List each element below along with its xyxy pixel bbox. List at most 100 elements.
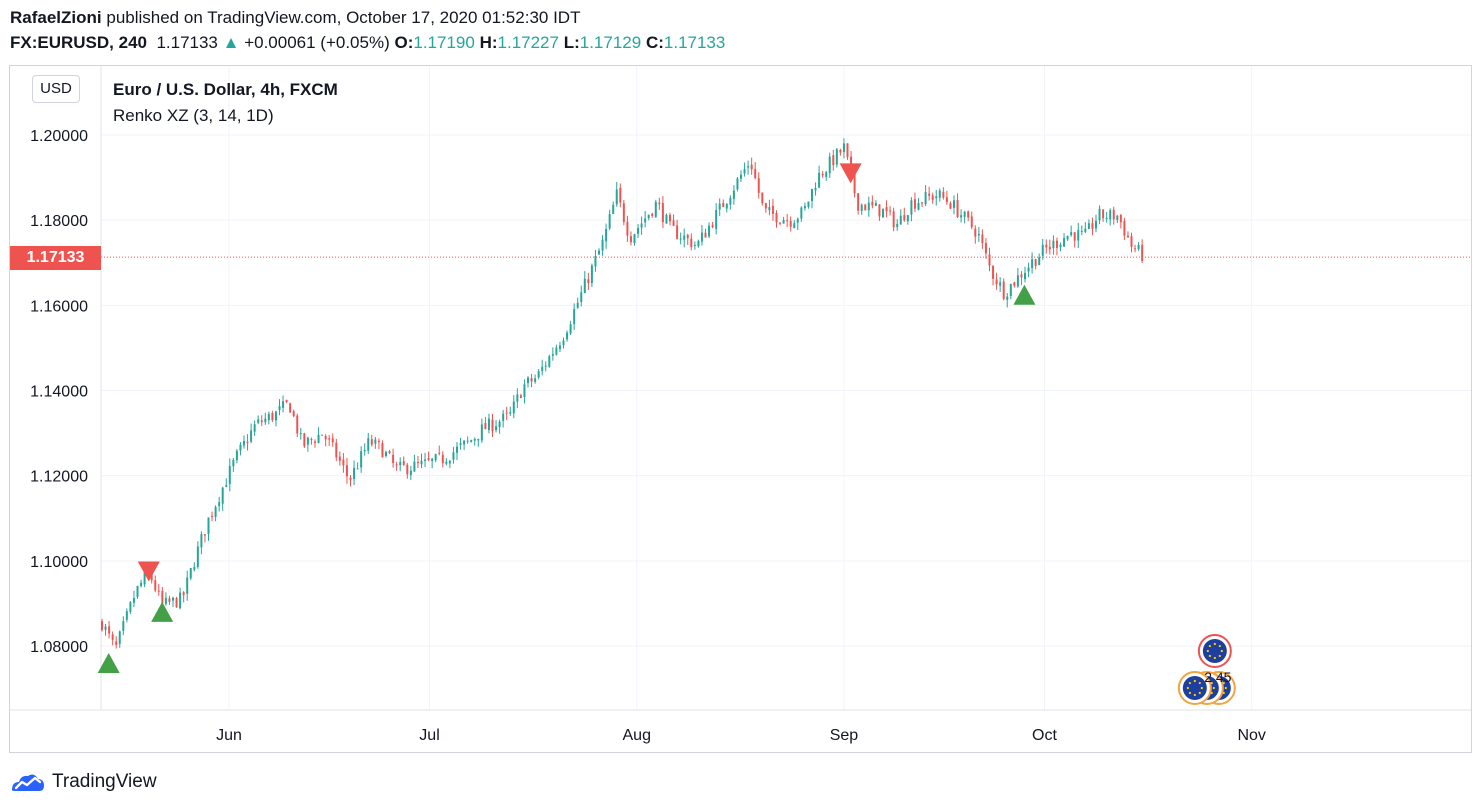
candle-body (807, 201, 810, 207)
candle-body (207, 517, 210, 534)
candle-body (434, 454, 437, 461)
candle-body (995, 279, 998, 285)
candle-body (1116, 215, 1119, 221)
candle-body (1091, 223, 1094, 229)
candle-body (480, 424, 483, 441)
candle-body (860, 204, 863, 212)
candle-body (512, 401, 515, 414)
candle-body (857, 193, 860, 211)
candle-body (424, 459, 427, 461)
candle-body (168, 598, 171, 602)
candle-body (221, 487, 224, 504)
candle-body (143, 572, 146, 585)
y-tick-label: 1.20000 (30, 128, 88, 145)
candle-body (1002, 281, 1005, 299)
eu-star (1208, 644, 1211, 648)
candle-body (743, 169, 746, 174)
candle-body (598, 250, 600, 255)
candle-body (1095, 220, 1097, 229)
author-name[interactable]: RafaelZioni (10, 8, 102, 27)
eu-star (1193, 679, 1196, 683)
candle-body (583, 278, 586, 294)
candle-body (984, 243, 987, 254)
candle-body (803, 205, 806, 209)
candle-body (842, 143, 845, 153)
candle-body (708, 225, 711, 237)
candle-body (615, 189, 618, 205)
candle-body (395, 464, 398, 466)
candle-body (690, 238, 693, 248)
candle-body (889, 210, 892, 212)
candle-body (1123, 220, 1126, 236)
candle-body (640, 223, 643, 228)
candle-body (651, 213, 654, 216)
candle-body (523, 384, 526, 397)
tradingview-brand[interactable]: TradingView (10, 768, 157, 796)
candle-body (629, 236, 632, 243)
candle-body (683, 235, 686, 240)
buy-signal-marker (151, 601, 174, 622)
candle-body (243, 441, 245, 446)
candle-body (633, 234, 636, 243)
candle-body (370, 439, 373, 445)
candle-body (576, 302, 579, 308)
candle-body (718, 203, 721, 210)
candle-body (193, 566, 196, 570)
candle-body (299, 432, 302, 434)
candle-body (250, 430, 253, 442)
candle-body (303, 433, 306, 447)
candle-body (445, 461, 448, 464)
candle-body (1066, 235, 1069, 240)
candle-body (544, 365, 547, 367)
candle-body (441, 454, 444, 464)
candle-body (654, 201, 657, 217)
x-tick-label: Sep (830, 727, 859, 744)
candle-body (324, 436, 327, 440)
y-tick-label: 1.14000 (30, 384, 88, 401)
currency-button[interactable]: USD (32, 75, 80, 103)
candle-body (1087, 223, 1090, 229)
candle-body (385, 451, 387, 457)
y-tick-label: 1.12000 (30, 469, 88, 486)
indicator-label[interactable]: Renko XZ (3, 14, 1D) (113, 106, 274, 125)
candle-body (438, 452, 441, 454)
candle-body (456, 446, 458, 453)
candle-body (981, 234, 984, 244)
eu-star (1198, 691, 1201, 695)
candle-body (101, 621, 103, 631)
candle-body (115, 641, 118, 645)
eu-flag-icon (1202, 639, 1227, 663)
up-arrow-icon: ▲ (222, 33, 240, 52)
chart-frame (9, 65, 1472, 753)
candle-body (282, 401, 285, 408)
candle-body (970, 216, 973, 228)
candle-body (537, 371, 540, 378)
candle-body (878, 204, 881, 217)
open-label: O: (394, 33, 414, 52)
candle-body (704, 232, 707, 238)
x-tick-label: Aug (623, 727, 651, 744)
candle-body (832, 155, 835, 166)
candle-body (722, 202, 725, 208)
candle-body (136, 586, 139, 597)
candle-body (1006, 296, 1009, 300)
candle-body (321, 434, 324, 436)
candle-body (1134, 248, 1137, 250)
publish-info: RafaelZioni published on TradingView.com… (10, 8, 580, 28)
tradingview-logo-icon (12, 774, 44, 791)
candle-body (779, 222, 782, 224)
candle-body (218, 502, 221, 506)
candle-body (1016, 275, 1019, 287)
candle-body (580, 292, 583, 302)
eu-star (1213, 642, 1216, 646)
candle-body (910, 200, 913, 215)
candle-body (381, 443, 384, 458)
candle-body (129, 602, 132, 612)
x-tick-label: Nov (1237, 727, 1265, 744)
open-value: 1.17190 (413, 33, 475, 52)
candle-body (906, 215, 909, 222)
candle-body (225, 485, 228, 487)
candle-body (296, 415, 299, 434)
candle-body (612, 204, 615, 214)
